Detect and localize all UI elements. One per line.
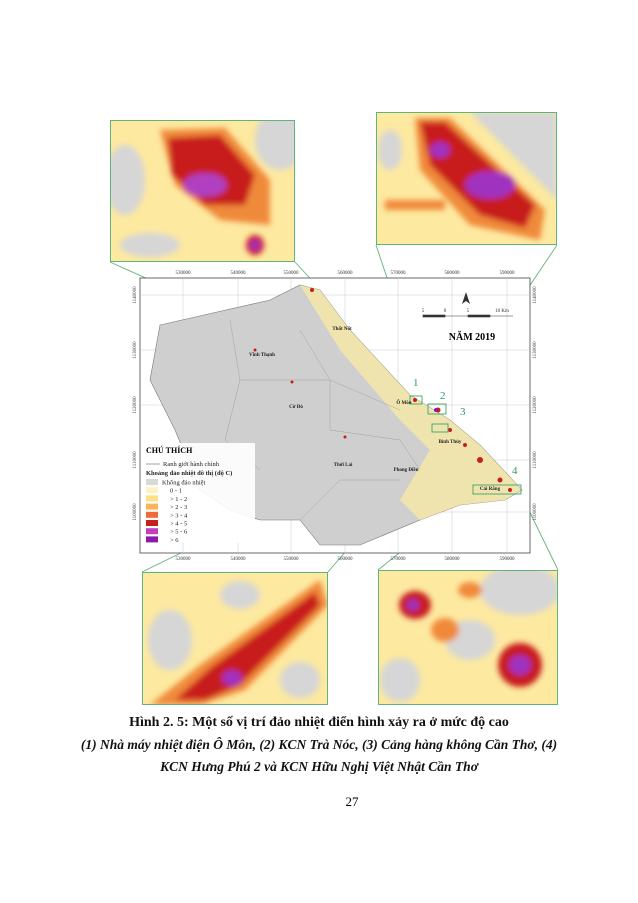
y-coordinate-label: 1120000 xyxy=(533,396,538,414)
inset-number: 1 xyxy=(413,377,419,389)
inset-map-1 xyxy=(110,120,295,262)
y-coordinate-label: 1130000 xyxy=(533,341,538,359)
legend-swatch xyxy=(146,487,158,494)
scale-label: 5 xyxy=(422,309,425,314)
legend-swatch xyxy=(146,528,158,535)
x-coordinate-label: 550000 xyxy=(284,557,300,562)
legend-label: 0 - 1 xyxy=(170,488,182,495)
y-coordinate-label: 1110000 xyxy=(133,451,138,469)
inset-number: 3 xyxy=(460,406,466,418)
legend-label: Không đảo nhiệt xyxy=(162,480,206,487)
place-label: Vĩnh Thạnh xyxy=(249,353,275,358)
y-coordinate-label: 1110000 xyxy=(533,451,538,469)
inset-map-3 xyxy=(142,572,328,705)
inset-number: 2 xyxy=(440,390,446,402)
place-label: Cờ Đỏ xyxy=(289,405,303,410)
y-coordinate-label: 1130000 xyxy=(133,341,138,359)
legend-title: CHÚ THÍCH xyxy=(146,445,193,455)
place-label: Bình Thủy xyxy=(439,440,462,445)
x-coordinate-label: 540000 xyxy=(231,557,247,562)
x-coordinate-label: 540000 xyxy=(231,271,247,276)
scale-label: 5 xyxy=(467,309,470,314)
legend-label: > 6 xyxy=(170,537,179,544)
x-coordinate-label: 580000 xyxy=(445,271,461,276)
x-coordinate-label: 590000 xyxy=(500,557,516,562)
caption-line: (1) Nhà máy nhiệt điện Ô Môn, (2) KCN Tr… xyxy=(81,737,557,752)
legend: CHÚ THÍCH Ranh giới hành chính Khoảng đả… xyxy=(141,443,255,544)
caption-line: KCN Hưng Phú 2 và KCN Hữu Nghị Việt Nhật… xyxy=(159,759,479,774)
legend-label: > 5 - 6 xyxy=(170,529,188,536)
x-coordinate-label: 560000 xyxy=(338,271,354,276)
y-coordinate-label: 1100000 xyxy=(133,503,138,521)
place-label: Ô Môn xyxy=(396,400,411,406)
x-coordinate-label: 570000 xyxy=(391,557,407,562)
x-coordinate-label: 550000 xyxy=(284,271,300,276)
inset-number: 4 xyxy=(512,465,518,477)
legend-swatch xyxy=(146,479,158,485)
legend-swatch xyxy=(146,495,158,502)
legend-swatch xyxy=(146,511,158,518)
y-coordinate-label: 1120000 xyxy=(133,396,138,414)
x-coordinate-label: 530000 xyxy=(176,271,192,276)
x-coordinate-label: 530000 xyxy=(176,557,192,562)
legend-swatch xyxy=(146,503,158,510)
legend-label: > 3 - 4 xyxy=(170,512,188,519)
legend-label: > 4 - 5 xyxy=(170,521,187,528)
legend-label: > 1 - 2 xyxy=(170,496,187,503)
legend-label: > 2 - 3 xyxy=(170,504,187,511)
legend-swatch xyxy=(146,536,158,543)
y-coordinate-label: 1100000 xyxy=(533,503,538,521)
map-year: NĂM 2019 xyxy=(449,331,495,343)
y-coordinate-label: 1140000 xyxy=(533,286,538,304)
legend-heading: Khoảng đảo nhiệt đô thị (độ C) xyxy=(146,470,232,477)
place-label: Thốt Nốt xyxy=(332,327,352,332)
scale-label: 10 Km xyxy=(495,309,509,314)
inset-map-2 xyxy=(376,112,557,245)
y-coordinate-label: 1140000 xyxy=(133,286,138,304)
x-coordinate-label: 590000 xyxy=(500,271,516,276)
place-label: Phong Điền xyxy=(394,468,419,473)
place-label: Cái Răng xyxy=(480,487,501,492)
place-label: Thới Lai xyxy=(334,463,353,468)
x-coordinate-label: 580000 xyxy=(445,557,461,562)
scale-label: 0 xyxy=(444,309,447,314)
inset-map-4 xyxy=(378,570,558,705)
legend-boundary: Ranh giới hành chính xyxy=(163,461,220,468)
caption-title: Hình 2. 5: Một số vị trí đảo nhiệt điển … xyxy=(129,715,509,730)
x-coordinate-label: 560000 xyxy=(338,557,354,562)
legend-swatch xyxy=(146,520,158,526)
x-coordinate-label: 570000 xyxy=(391,271,407,276)
page-number: 27 xyxy=(346,794,360,809)
